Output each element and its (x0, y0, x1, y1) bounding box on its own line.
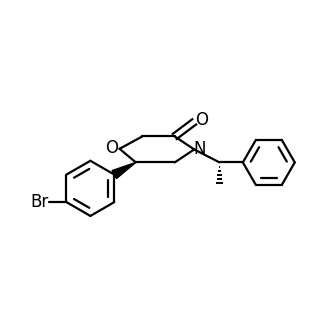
Text: O: O (105, 139, 118, 157)
Text: O: O (195, 111, 208, 129)
Text: N: N (194, 140, 206, 158)
Text: Br: Br (30, 193, 49, 211)
Polygon shape (112, 162, 136, 179)
